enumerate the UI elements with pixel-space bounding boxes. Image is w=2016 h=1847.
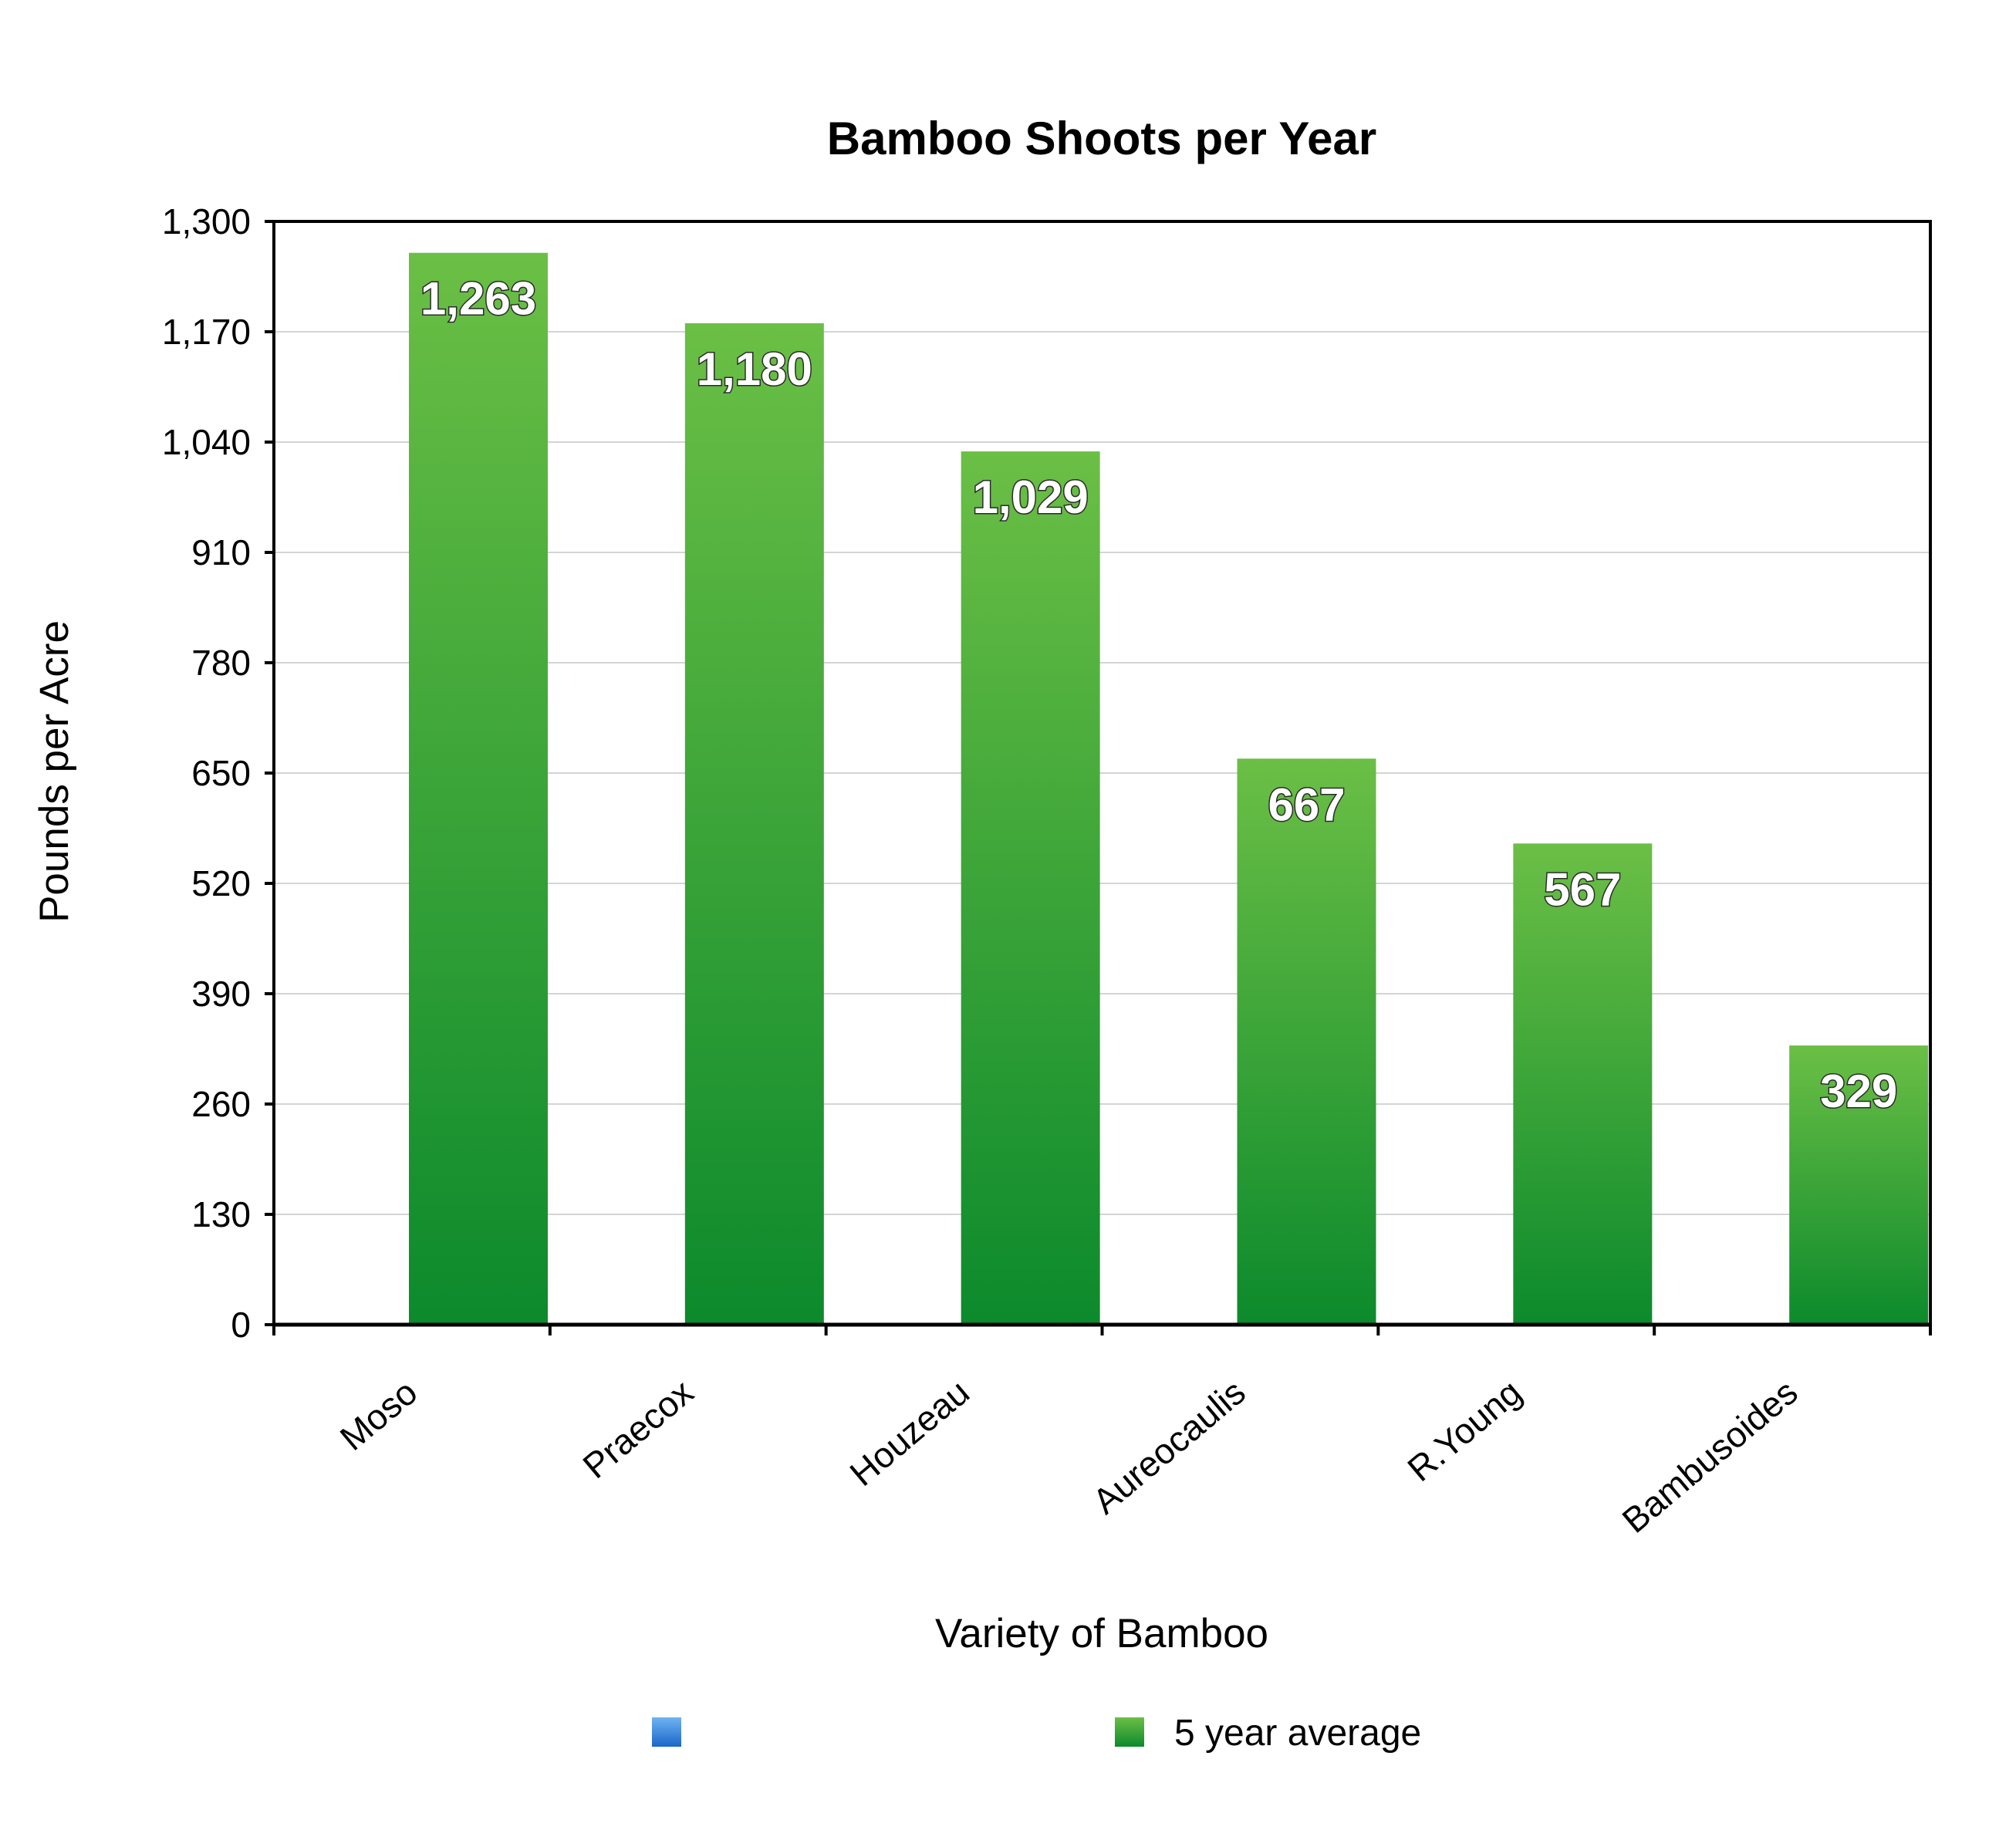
bar-praecox (684, 323, 824, 1325)
chart-title: Bamboo Shoots per Year (827, 113, 1376, 164)
bar-moso (409, 252, 548, 1325)
x-axis-label: Variety of Bamboo (935, 1611, 1268, 1656)
y-tick-label: 780 (191, 643, 251, 683)
bar-r-young (1513, 843, 1653, 1325)
x-category-label: R.Young (1400, 1372, 1528, 1489)
x-category-label: Houzeau (843, 1372, 977, 1494)
x-category-label: Praecox (575, 1372, 701, 1486)
x-category-label: Aureocaulis (1085, 1372, 1253, 1521)
bar-value-labels: 1,263 1,180 1,029 667 567 329 (419, 272, 1898, 1118)
y-tick-label: 390 (191, 974, 251, 1014)
y-tick-label: 1,170 (162, 312, 251, 352)
bar-value-label: 567 (1544, 863, 1621, 915)
bar-value-label: 1,263 (420, 273, 536, 325)
y-axis-label: Pounds per Acre (32, 620, 77, 923)
bar-value-label: 329 (1820, 1065, 1897, 1117)
bar-value-label: 1,180 (697, 343, 812, 395)
x-category-label: Moso (333, 1372, 425, 1458)
bar-value-label: 1,029 (973, 471, 1089, 523)
legend-swatch-series-2 (1115, 1717, 1144, 1747)
y-tick-label: 130 (191, 1194, 251, 1234)
legend-label-series-2: 5 year average (1174, 1713, 1421, 1754)
x-category-label: Bambusoides (1615, 1372, 1805, 1541)
y-tick-label: 1,300 (162, 201, 251, 241)
y-tick-label: 650 (191, 753, 251, 793)
bar-aureocaulis (1237, 758, 1376, 1325)
x-axis-ticks (272, 1325, 1932, 1335)
legend: 5 year average (652, 1713, 1421, 1754)
y-tick-label: 260 (191, 1084, 251, 1124)
y-tick-label: 1,040 (162, 422, 251, 462)
y-tick-label: 0 (231, 1305, 251, 1345)
gridlines (274, 331, 1930, 1215)
y-axis-ticks: 0 130 260 390 520 650 780 910 1,040 1,170 1,300 (162, 201, 274, 1345)
y-tick-label: 910 (191, 532, 251, 572)
legend-swatch-series-1 (652, 1717, 681, 1747)
bar-houzeau (961, 451, 1100, 1325)
x-axis-category-labels: Moso Praecox Houzeau Aureocaulis R.Young Bamb… (333, 1372, 1805, 1541)
bar-bambusoides (1789, 1045, 1929, 1325)
y-tick-label: 520 (191, 863, 251, 903)
bar-value-label: 667 (1268, 778, 1345, 830)
bars (409, 252, 1929, 1325)
